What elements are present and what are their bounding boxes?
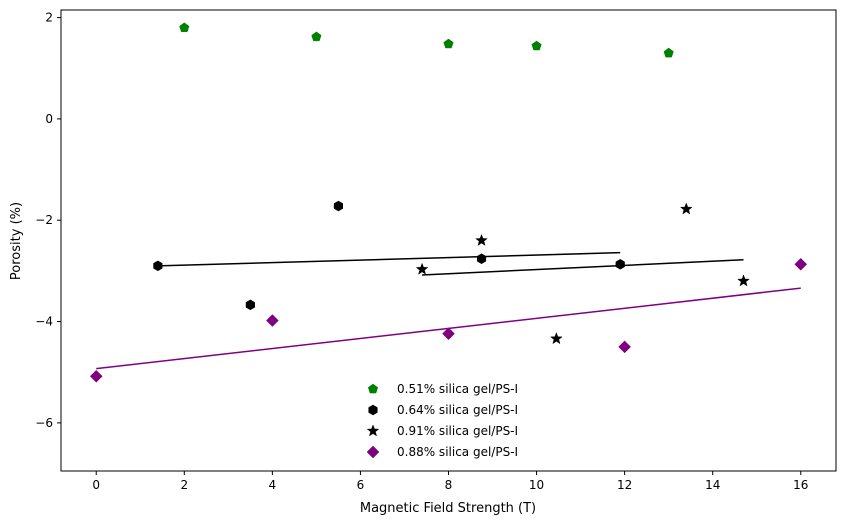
data-point-series-1-5	[663, 47, 674, 58]
y-tick-label: 2	[45, 11, 53, 25]
legend: 0.51% silica gel/PS-I 0.64% silica gel/PS…	[366, 382, 518, 459]
data-point-series-4-5	[794, 257, 808, 271]
data-point-series-2-2	[245, 299, 255, 311]
data-point-series-3-1	[415, 262, 429, 275]
y-tick-label: 0	[45, 112, 53, 126]
data-point-series-1-4	[531, 40, 542, 51]
y-axis-label: Porosity (%)	[9, 202, 24, 280]
data-point-series-4-2	[266, 314, 279, 327]
x-tick-label: 16	[793, 478, 808, 492]
data-point-series-1-2	[311, 31, 322, 42]
data-point-series-1-3	[443, 38, 454, 49]
x-tick-label: 12	[617, 478, 632, 492]
fit-line-series-2	[157, 251, 621, 267]
x-tick-label: 4	[269, 478, 277, 492]
data-point-series-2-1	[153, 260, 163, 272]
y-tick-label: −2	[35, 213, 53, 227]
legend-label-4: 0.88% silica gel/PS-I	[397, 445, 518, 459]
x-axis-label: Magnetic Field Strength (T)	[360, 501, 536, 516]
legend-marker-1	[367, 383, 379, 394]
data-point-series-3-5	[737, 274, 750, 287]
data-points	[89, 22, 808, 383]
plot-area	[60, 9, 837, 472]
data-point-series-1-1	[179, 22, 190, 33]
data-point-series-4-4	[618, 340, 631, 354]
data-point-series-2-3	[333, 200, 343, 212]
data-point-series-3-2	[475, 233, 488, 246]
legend-marker-3	[366, 424, 380, 437]
x-tick-label: 8	[445, 478, 453, 492]
fit-line-series-3	[422, 259, 744, 276]
data-point-series-2-4	[476, 253, 487, 265]
legend-label-2: 0.64% silica gel/PS-I	[397, 403, 518, 417]
legend-label-1: 0.51% silica gel/PS-I	[397, 382, 518, 396]
legend-label-3: 0.91% silica gel/PS-I	[397, 424, 518, 438]
x-tick-label: 10	[529, 478, 544, 492]
x-tick-label: 0	[92, 478, 100, 492]
data-point-series-2-5	[615, 259, 625, 270]
x-tick-label: 6	[357, 478, 365, 492]
legend-marker-4	[366, 445, 380, 459]
y-tick-label: −4	[35, 315, 53, 329]
data-point-series-3-3	[549, 332, 563, 345]
x-tick-label: 14	[705, 478, 720, 492]
y-axis-ticks: −6 −4 −2 0 2	[35, 11, 61, 430]
y-tick-label: −6	[35, 416, 53, 430]
x-axis-ticks: 0 2 4 6 8 10 12 14 16	[92, 471, 808, 492]
data-point-series-4-3	[442, 327, 455, 341]
x-tick-label: 2	[180, 478, 188, 492]
data-point-series-4-1	[89, 369, 103, 383]
legend-marker-2	[368, 404, 378, 416]
data-point-series-3-4	[679, 202, 693, 215]
